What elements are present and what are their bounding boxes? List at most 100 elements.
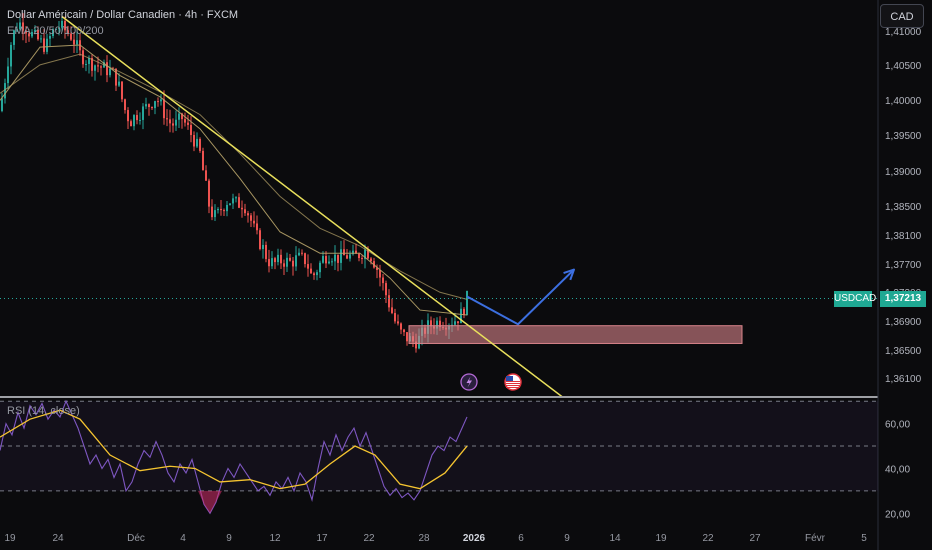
candle-body [232,198,234,204]
candle-body [193,135,195,147]
candle-body [46,38,48,52]
candle-body [178,113,180,120]
candle-body [136,115,138,121]
candle-body [214,210,216,218]
price-tick-label: 1,39000 [885,167,922,178]
candle-body [187,122,189,125]
candle-body [271,258,273,267]
candle-body [229,203,231,205]
candle-body [322,256,324,263]
candle-body [325,256,327,264]
candle-body [199,138,201,151]
time-tick-label: 5 [861,533,867,544]
demand-zone [408,325,743,344]
candle-body [436,320,438,329]
candle-body [439,320,441,328]
candle-body [196,138,198,147]
candle-body [313,273,315,276]
candle-body [250,215,252,221]
rsi-indicator-label[interactable]: RSI (14, close) [7,405,80,417]
candle-body [145,104,147,107]
candle-body [61,21,63,28]
candle-body [241,207,243,210]
candle-body [97,65,99,67]
candle-body [52,29,54,37]
candle-body [400,323,402,330]
price-tick-label: 1,37700 [885,260,922,271]
rsi-oversold-fill [198,490,222,514]
time-tick-label: 6 [518,533,524,544]
candle-body [355,250,357,254]
candle-body [148,104,150,108]
candle-body [25,30,27,34]
time-tick-label: 9 [226,533,232,544]
price-tick-label: 1,41000 [885,27,922,38]
chart-title: Dollar Américain / Dollar Canadien · 4h … [7,9,239,21]
symbol-price-tag: USDCAD [834,291,876,307]
time-tick-label: 24 [52,533,64,544]
candle-body [130,121,132,127]
candle-body [208,180,210,207]
candle-body [415,341,417,349]
candle-body [13,30,15,45]
candle-body [124,99,126,111]
candle-body [202,150,204,171]
price-tick-label: 1,36500 [885,346,922,357]
ema-indicator-label[interactable]: EMA 20/50/100/200 [7,25,104,37]
candle-body [94,65,96,71]
candle-body [286,257,288,267]
candle-body [4,83,6,99]
candle-body [340,249,342,263]
candle-body [346,255,348,259]
us-flag-stripe [506,383,520,384]
candle-body [382,277,384,284]
candle-body [10,44,12,67]
candle-body [265,244,267,260]
candle-body [73,39,75,45]
candle-body [76,40,78,45]
time-tick-label: 17 [316,533,328,544]
candle-body [244,209,246,214]
candle-body [235,197,237,199]
candle-body [34,29,36,32]
us-flag-stripe [506,381,520,382]
candle-body [319,262,321,273]
candle-body [454,321,456,325]
candle-body [121,81,123,100]
candle-body [100,66,102,68]
candle-body [268,259,270,267]
candle-body [85,63,87,65]
candle-body [169,119,171,124]
candle-body [190,124,192,136]
candle-body [280,254,282,264]
candle-body [289,257,291,261]
candle-body [394,313,396,322]
candle-body [253,220,255,224]
rsi-tick-label: 20,00 [885,509,910,520]
us-flag-canton [506,376,513,381]
currency-button[interactable]: CAD [880,4,924,28]
candle-body [301,252,303,254]
candle-body [64,21,66,31]
candle-body [391,307,393,314]
time-tick-label: 9 [564,533,570,544]
candle-body [457,321,459,324]
candle-body [181,113,183,120]
candle-body [331,261,333,263]
candle-body [226,204,228,212]
candle-body [211,206,213,218]
candle-body [55,28,57,30]
candle-body [223,210,225,212]
candle-body [166,118,168,120]
candle-body [283,263,285,267]
candle-body [31,31,33,37]
time-tick-label: 22 [702,533,714,544]
candle-body [403,329,405,333]
candle-body [256,223,258,231]
ema-line-1 [0,44,468,316]
candle-body [277,254,279,263]
candle-body [118,81,120,86]
rsi-line [0,399,468,515]
candle-body [367,249,369,259]
candle-body [88,58,90,64]
